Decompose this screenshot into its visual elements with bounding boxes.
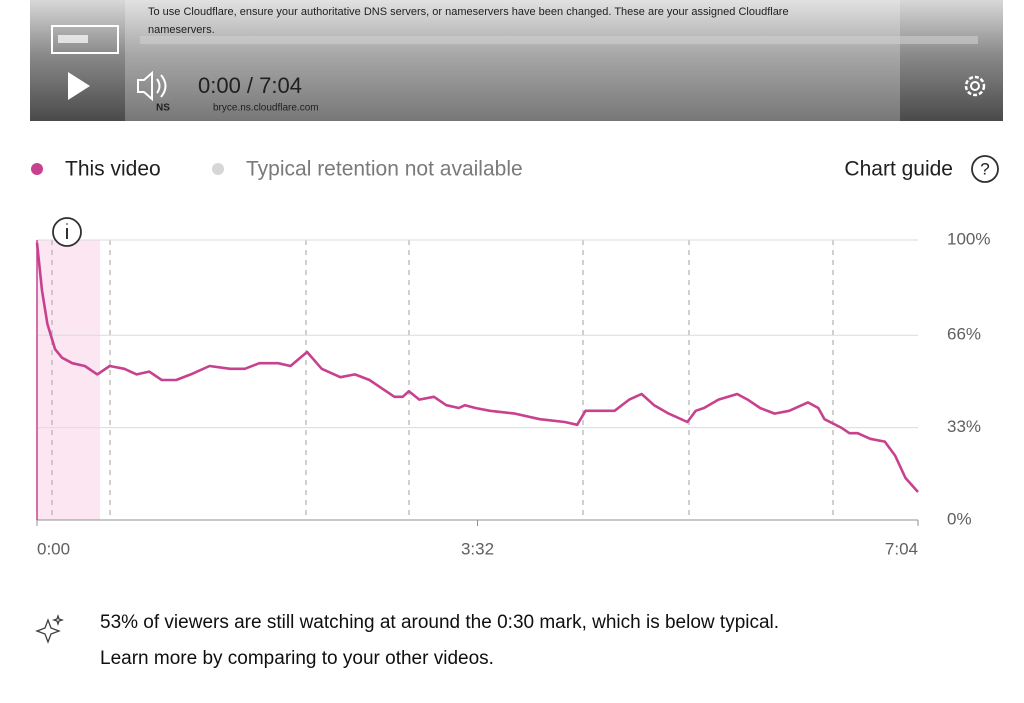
player-frame: [30, 0, 1003, 121]
legend-note: Typical retention not available: [246, 158, 523, 181]
x-tick-label: 0:00: [37, 539, 70, 558]
play-button[interactable]: [68, 72, 90, 100]
x-tick-label: 3:32: [461, 539, 494, 558]
insight-text: 53% of viewers are still watching at aro…: [100, 612, 779, 633]
y-tick-label: 100%: [947, 229, 990, 248]
thumbnail: [58, 35, 88, 43]
volume-waves: [156, 74, 167, 98]
table-row: [140, 36, 978, 44]
legend-label: This video: [65, 158, 161, 181]
notice: nameservers.: [148, 24, 215, 36]
volume-button[interactable]: [137, 70, 153, 102]
player-content: [125, 0, 900, 121]
y-tick-label: 66%: [947, 325, 981, 344]
video-player: To use Cloudflare, ensure your authorita…: [30, 0, 1003, 121]
settings-button[interactable]: [964, 75, 986, 97]
chart-guide[interactable]: Chart guide: [844, 158, 953, 181]
retention-line: [35, 242, 919, 493]
settings-icon: [970, 81, 980, 91]
help-icon[interactable]: [971, 155, 999, 183]
help-icon-text: ?: [980, 159, 989, 178]
time-display: 0:00 / 7:04: [198, 73, 302, 98]
thumbnail-box: [51, 25, 119, 54]
highlight-region: [37, 240, 100, 520]
legend-swatch: [212, 163, 224, 175]
insight-text: Learn more by comparing to your other vi…: [100, 648, 494, 669]
sparkle-icon: [35, 613, 65, 644]
ns-label: NS: [156, 103, 170, 114]
y-tick-label: 33%: [947, 417, 981, 436]
ns-value: bryce.ns.cloudflare.com: [213, 103, 319, 114]
y-tick-label: 0%: [947, 509, 972, 528]
moment-markers: [51, 240, 834, 520]
x-tick-label: 7:04: [885, 539, 918, 558]
retention-chart: 0% 33% 66% 100% 0:00 3:32 7:04: [35, 229, 990, 558]
notice: To use Cloudflare, ensure your authorita…: [148, 6, 789, 18]
legend-swatch: [31, 163, 43, 175]
